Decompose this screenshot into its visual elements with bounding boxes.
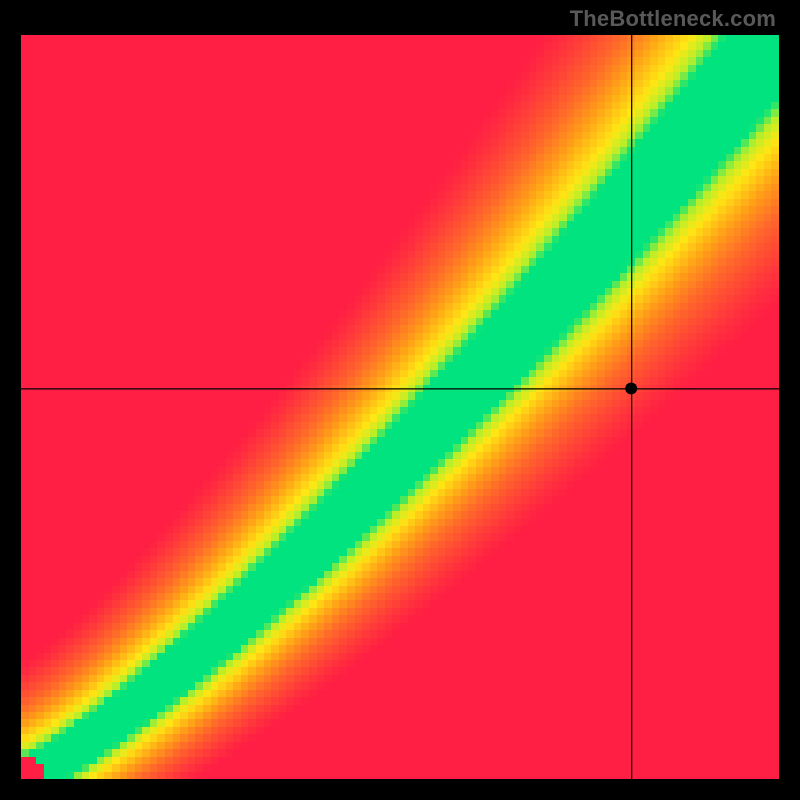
watermark-text: TheBottleneck.com [570, 6, 776, 32]
chart-container: TheBottleneck.com [0, 0, 800, 800]
bottleneck-heatmap [21, 35, 779, 779]
